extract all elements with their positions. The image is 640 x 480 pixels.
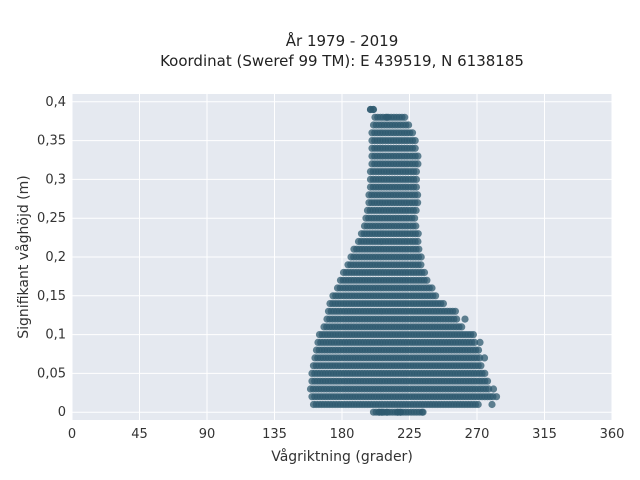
- data-point: [423, 276, 431, 284]
- y-tick-label: 0,05: [37, 366, 66, 381]
- data-point: [432, 292, 440, 300]
- data-point: [369, 105, 378, 114]
- data-point: [415, 245, 423, 253]
- data-point: [412, 168, 420, 176]
- data-point: [414, 160, 422, 168]
- data-point: [428, 284, 436, 292]
- data-point: [383, 113, 391, 121]
- data-point: [477, 362, 485, 370]
- x-tick-label: 315: [532, 427, 557, 442]
- data-point: [401, 113, 409, 121]
- data-point: [474, 346, 483, 354]
- data-point: [414, 191, 422, 199]
- x-tick-label: 180: [330, 427, 355, 442]
- y-tick-label: 0,15: [37, 289, 66, 304]
- data-point: [453, 315, 461, 323]
- data-point: [481, 369, 489, 377]
- data-point: [405, 121, 413, 129]
- data-point: [480, 354, 489, 362]
- data-point: [414, 152, 422, 160]
- y-tick-label: 0,3: [45, 172, 66, 187]
- data-point: [483, 377, 492, 385]
- data-point: [417, 261, 425, 269]
- data-point: [439, 300, 447, 308]
- data-point: [412, 222, 420, 230]
- data-point: [396, 408, 405, 416]
- y-tick-label: 0,25: [37, 211, 66, 226]
- y-tick-label: 0,35: [37, 134, 66, 149]
- data-point: [408, 129, 417, 137]
- data-point: [492, 393, 501, 401]
- data-point: [411, 144, 419, 152]
- data-point: [461, 315, 469, 323]
- x-tick-label: 0: [68, 427, 76, 442]
- data-point: [451, 307, 459, 315]
- data-point: [469, 331, 477, 339]
- data-point: [414, 237, 422, 246]
- y-tick-label: 0: [58, 405, 66, 420]
- y-tick-label: 0,1: [45, 328, 66, 343]
- x-axis-label: Vågriktning (grader): [271, 448, 413, 465]
- data-point: [412, 183, 420, 191]
- data-points: [306, 105, 501, 416]
- data-point: [417, 253, 425, 261]
- data-point: [411, 214, 419, 222]
- chart-title-line1: År 1979 - 2019: [286, 31, 399, 50]
- y-tick-labels: 0 0,05 0,1 0,15 0,2 0,25 0,3 0,35 0,4: [37, 95, 66, 420]
- x-tick-label: 90: [199, 427, 216, 442]
- y-tick-label: 0,2: [45, 250, 66, 265]
- data-point: [458, 323, 466, 331]
- x-tick-label: 45: [131, 427, 148, 442]
- data-point: [411, 137, 419, 145]
- data-point: [420, 268, 429, 277]
- x-tick-label: 225: [397, 427, 422, 442]
- x-tick-labels: 0 45 90 135 180 225 270 315 360: [68, 427, 625, 442]
- y-tick-label: 0,4: [45, 95, 66, 110]
- data-point: [414, 199, 422, 207]
- data-point: [412, 175, 420, 183]
- data-point: [476, 338, 484, 346]
- x-tick-label: 135: [262, 427, 287, 442]
- y-axis-label: Signifikant våghöjd (m): [15, 175, 32, 338]
- data-point: [412, 206, 420, 214]
- data-point: [489, 385, 498, 393]
- data-point: [414, 230, 422, 238]
- data-point: [488, 400, 496, 409]
- data-point: [474, 400, 482, 409]
- chart-title-line2: Koordinat (Sweref 99 TM): E 439519, N 61…: [160, 52, 524, 70]
- x-tick-label: 360: [600, 427, 625, 442]
- x-tick-label: 270: [465, 427, 490, 442]
- data-point: [419, 408, 427, 416]
- data-point: [383, 408, 391, 416]
- data-point: [471, 338, 479, 346]
